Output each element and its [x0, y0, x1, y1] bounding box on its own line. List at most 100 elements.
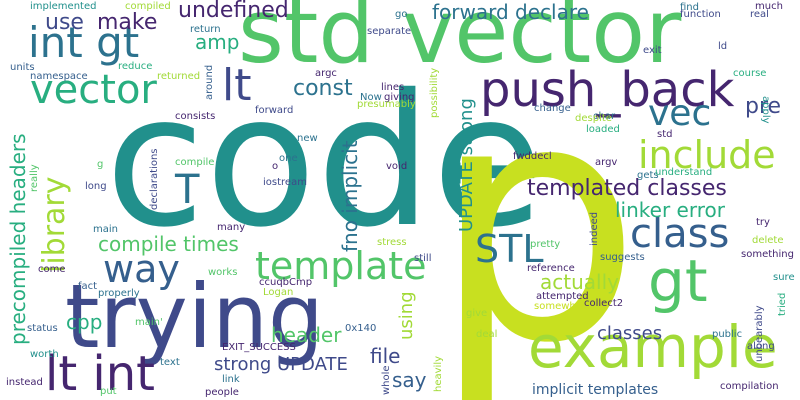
word: understand	[655, 167, 713, 178]
word: whole	[381, 365, 392, 395]
word: argc	[315, 68, 337, 79]
word: std	[657, 129, 673, 140]
word: int gt	[28, 18, 140, 67]
word: library	[37, 176, 72, 273]
word: Now	[360, 92, 382, 103]
word: o	[272, 161, 279, 172]
word: returned	[157, 71, 201, 82]
word: vector	[30, 67, 157, 113]
word: implicit templates	[532, 382, 659, 398]
word: say	[392, 368, 427, 392]
word: actually	[540, 270, 619, 294]
word: main'	[135, 317, 163, 328]
word: compile times	[98, 232, 239, 256]
word: UPDATE strong	[456, 98, 477, 232]
word: giving	[384, 92, 415, 103]
word: undefined	[178, 0, 289, 23]
word: gets	[637, 170, 659, 181]
word: 0x140	[345, 323, 377, 334]
word: classes	[597, 323, 663, 344]
word: pretty	[530, 239, 561, 250]
word: example	[528, 313, 778, 381]
word: forward declare	[432, 0, 589, 24]
word: namespace	[30, 71, 88, 82]
word: much	[755, 1, 783, 12]
word: header	[271, 323, 342, 347]
word: T	[175, 167, 200, 213]
word: tried	[777, 292, 788, 316]
word: linker error	[615, 198, 725, 222]
word: templated classes	[527, 176, 727, 201]
word: reduce	[118, 61, 153, 72]
word: template	[255, 244, 427, 288]
word: works	[208, 267, 238, 278]
word: really	[29, 164, 40, 192]
word: use	[45, 10, 84, 35]
word: people	[205, 387, 239, 398]
word: cpp	[66, 310, 103, 334]
word: apply	[760, 96, 771, 124]
word: precompiled headers	[6, 133, 30, 345]
word: make	[97, 10, 158, 35]
word: return	[190, 24, 221, 35]
word: try	[756, 217, 770, 228]
word: properly	[98, 288, 140, 299]
word: real	[750, 9, 769, 20]
word: change	[534, 103, 571, 114]
word: declarations	[149, 148, 160, 210]
word: EXIT_SUCCESS	[222, 342, 296, 353]
word: unbearably	[754, 305, 765, 362]
word: delete	[752, 235, 784, 246]
word: new	[297, 133, 318, 144]
word: public	[712, 329, 743, 340]
word: p	[432, 31, 642, 400]
word: separate	[367, 26, 412, 37]
word: despite	[575, 113, 612, 124]
word: pre	[745, 94, 782, 119]
word: compilation	[720, 381, 779, 392]
word: vec	[648, 93, 712, 134]
word: amp	[195, 30, 240, 54]
word: text	[160, 357, 180, 368]
word: somewhere	[534, 301, 592, 312]
word: using	[396, 291, 417, 340]
word: trying	[65, 265, 324, 368]
word: code	[105, 55, 544, 267]
word: argv	[595, 157, 618, 168]
word: main	[93, 224, 118, 235]
word: find	[680, 2, 699, 13]
word: implemented	[30, 1, 97, 12]
word: go	[395, 9, 408, 20]
word: indeed	[589, 211, 600, 246]
word: worth	[30, 349, 59, 360]
word: const	[293, 76, 353, 101]
word: long	[85, 181, 107, 192]
word: consists	[175, 111, 216, 122]
word: still	[414, 253, 432, 264]
word: many	[217, 222, 246, 233]
word: attempted	[536, 291, 589, 302]
word: compile	[175, 157, 215, 168]
word: presumably	[357, 99, 416, 110]
word: deal	[476, 329, 498, 340]
word: ld	[718, 41, 728, 52]
word: gt	[648, 247, 708, 315]
word: instead	[6, 377, 43, 388]
word: char	[593, 111, 616, 122]
word: course	[733, 68, 767, 79]
word: fwddecl	[513, 151, 552, 162]
word: way	[103, 247, 180, 291]
word: give	[466, 308, 488, 319]
word: stress	[377, 237, 407, 248]
word: come	[38, 264, 66, 275]
word: collect2	[584, 298, 624, 309]
word: lt int	[45, 346, 155, 400]
word: ccuqbCmp	[259, 277, 313, 288]
word: possibility	[429, 67, 440, 118]
word: push_back	[480, 62, 735, 118]
word: loaded	[586, 124, 620, 135]
word: iostream	[263, 177, 307, 188]
word: fno implicit	[338, 140, 362, 252]
word: along	[747, 341, 775, 352]
